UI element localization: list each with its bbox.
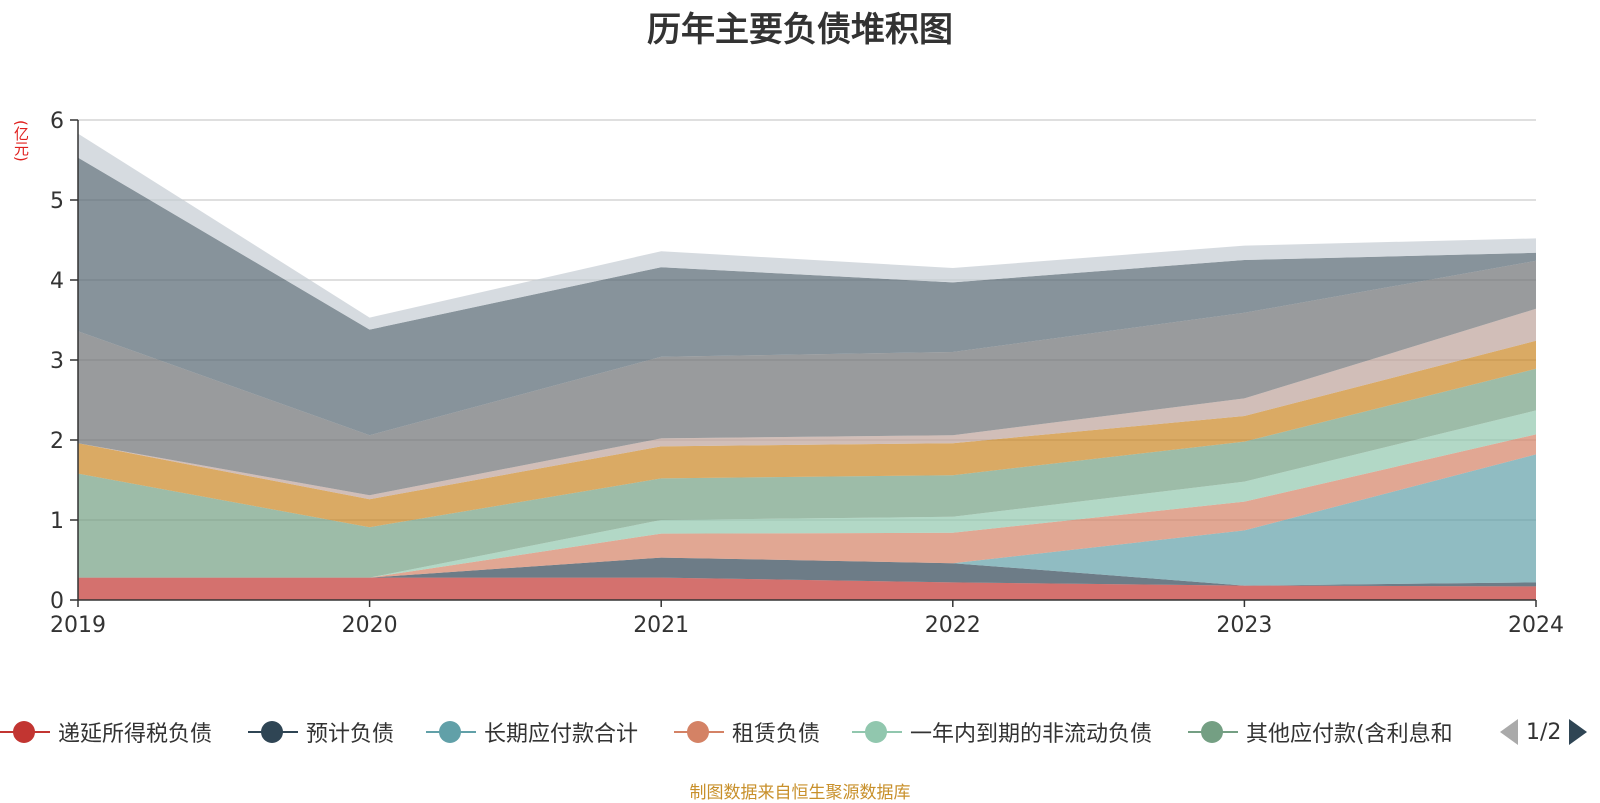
x-tick-label: 2021 bbox=[633, 613, 689, 638]
axes: 0 1 2 3 4 5 6 2019 2020 2021 2022 2023 2024 bbox=[50, 109, 1564, 638]
area-series-短期借款[interactable] bbox=[78, 260, 1536, 496]
y-axis-unit-label: (亿元) bbox=[12, 120, 30, 162]
legend-page-indicator: 1/2 bbox=[1526, 719, 1562, 745]
legend-label: 递延所得税负债 bbox=[58, 722, 213, 747]
area-series-长期借款[interactable] bbox=[78, 157, 1536, 436]
area-series-长期应付款合计[interactable] bbox=[78, 454, 1536, 586]
legend-item-deferred-tax[interactable]: 递延所得税负债 bbox=[0, 712, 212, 752]
area-series-预计负债[interactable] bbox=[78, 557, 1536, 587]
area-series-group bbox=[78, 133, 1536, 600]
legend-dot bbox=[439, 721, 461, 743]
area-series-递延所得税负债[interactable] bbox=[78, 577, 1536, 600]
legend-label: 其他应付款(含利息和 bbox=[1246, 722, 1453, 747]
chart-title: 历年主要负债堆积图 bbox=[647, 10, 953, 50]
x-tick-label: 2020 bbox=[342, 613, 398, 638]
x-tick-label: 2022 bbox=[925, 613, 981, 638]
legend-marker-icon bbox=[852, 712, 902, 752]
legend-item-provisions[interactable]: 预计负债 bbox=[248, 712, 394, 752]
area-series-一年内到期的非流动负债[interactable] bbox=[78, 410, 1536, 578]
y-tick-label: 6 bbox=[50, 109, 64, 134]
area-series-应付账款[interactable] bbox=[78, 340, 1536, 528]
y-tick-label: 3 bbox=[50, 349, 64, 374]
next-page-icon[interactable] bbox=[1569, 719, 1588, 745]
source-note: 制图数据来自恒生聚源数据库 bbox=[689, 783, 911, 803]
legend-dot bbox=[865, 721, 887, 743]
legend-label: 长期应付款合计 bbox=[484, 722, 639, 747]
area-series-租赁负债[interactable] bbox=[78, 434, 1536, 578]
y-tick-label: 5 bbox=[50, 189, 64, 214]
legend-marker-icon bbox=[674, 712, 724, 752]
legend-dot bbox=[687, 721, 709, 743]
area-series-应付票据[interactable] bbox=[78, 308, 1536, 500]
legend-label: 租赁负债 bbox=[732, 722, 821, 747]
legend-dot bbox=[261, 721, 283, 743]
legend-item-other-payables[interactable]: 其他应付款(含利息和 bbox=[1188, 712, 1453, 752]
legend-marker-icon bbox=[248, 712, 298, 752]
legend-label: 预计负债 bbox=[306, 722, 395, 747]
y-tick-label: 0 bbox=[50, 589, 64, 614]
legend-label: 一年内到期的非流动负债 bbox=[910, 722, 1153, 747]
legend-item-current-portion-noncurrent[interactable]: 一年内到期的非流动负债 bbox=[852, 712, 1152, 752]
previous-page-icon[interactable] bbox=[1500, 719, 1518, 745]
x-tick-label: 2023 bbox=[1216, 613, 1272, 638]
legend-item-lease-liabilities[interactable]: 租赁负债 bbox=[674, 712, 820, 752]
y-tick-label: 2 bbox=[50, 429, 64, 454]
legend-pager: 1/2 bbox=[1500, 712, 1588, 752]
legend-marker-icon bbox=[1188, 712, 1238, 752]
legend-dot bbox=[13, 721, 35, 743]
area-series-其他应付款(含利息和[interactable] bbox=[78, 368, 1536, 578]
legend-marker-icon bbox=[0, 712, 50, 752]
legend-dot bbox=[1201, 721, 1223, 743]
legend-marker-icon bbox=[426, 712, 476, 752]
x-tick-label: 2019 bbox=[50, 613, 106, 638]
x-tick-label: 2024 bbox=[1508, 613, 1564, 638]
y-tick-label: 4 bbox=[50, 269, 64, 294]
legend: 递延所得税负债 预计负债 长期应付款合计 租赁负债 一年内到期的非流动负债 bbox=[0, 712, 1600, 752]
stacked-area-plot: 0 1 2 3 4 5 6 2019 2020 2021 2022 2023 2024 bbox=[50, 109, 1564, 638]
y-tick-label: 1 bbox=[50, 509, 64, 534]
legend-item-long-term-payables[interactable]: 长期应付款合计 bbox=[426, 712, 638, 752]
